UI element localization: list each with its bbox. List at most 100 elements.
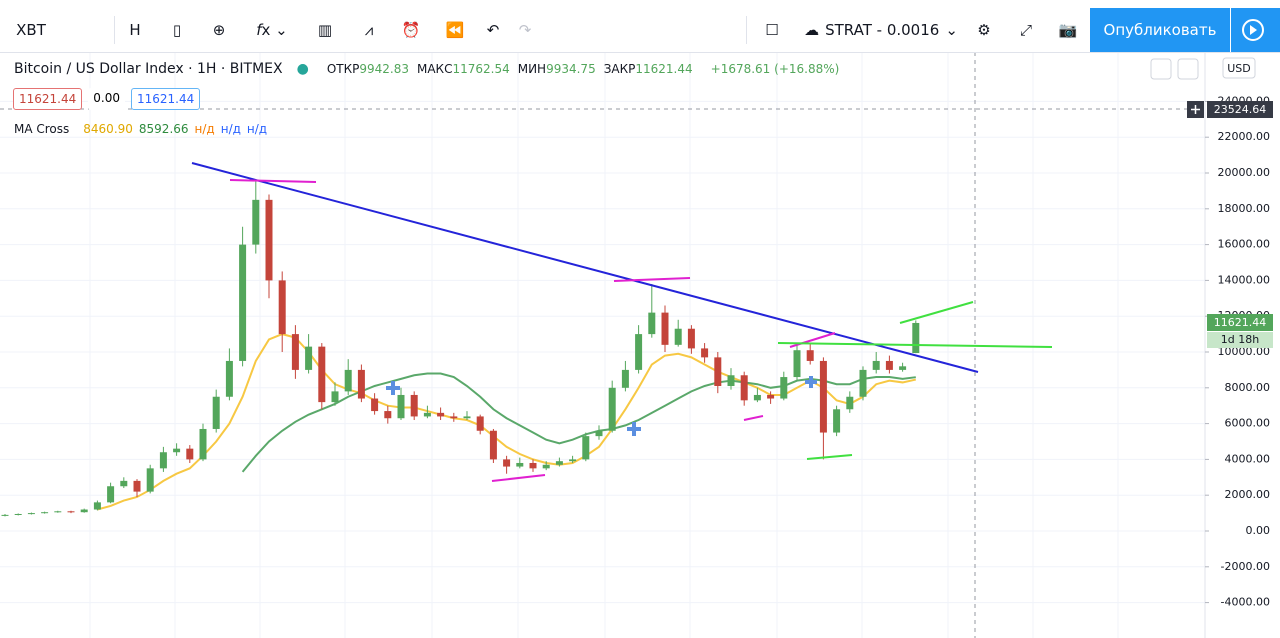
candle-body — [41, 512, 49, 514]
candle-body — [595, 430, 603, 437]
currency-badge[interactable] — [1222, 57, 1256, 79]
candle-body — [767, 394, 775, 399]
candle-body — [1, 514, 9, 516]
redo-button[interactable]: ↷ — [518, 21, 532, 39]
candle-body — [450, 416, 458, 419]
candle-body — [516, 462, 524, 467]
candle-body — [305, 346, 313, 370]
alert-button[interactable]: ⏰ — [401, 21, 421, 39]
y-tick-label: -4000.00 — [1221, 596, 1270, 609]
moving-average — [97, 333, 917, 511]
crosshair-price: 23524.64 — [1214, 103, 1267, 116]
y-tick-label: 22000.00 — [1218, 130, 1271, 143]
vertical-grid — [89, 52, 1119, 638]
publish-button[interactable]: Опубликовать — [1090, 8, 1230, 52]
compare-button[interactable]: ⊕ — [212, 21, 226, 39]
indicator-value: н/д — [194, 122, 215, 136]
candle-body — [463, 416, 471, 419]
strategy-selector[interactable]: ☁ STRAT - 0.0016 ⌄ — [804, 21, 958, 39]
indicator-legend: MA Cross 8460.90 8592.66 н/д н/д н/д — [14, 122, 267, 136]
symbol-title: Bitcoin / US Dollar Index · 1H · BITMEX — [14, 61, 283, 77]
ohlc: ОТКР9942.83 МАКС11762.54 МИН9934.75 ЗАКР116… — [327, 62, 701, 76]
candle-body — [806, 350, 814, 361]
y-tick-label: 14000.00 — [1218, 273, 1271, 286]
countdown: 1d 18h — [1221, 333, 1259, 346]
candle-body — [397, 394, 405, 419]
indicator-name: MA Cross — [14, 122, 70, 136]
collapse-button[interactable] — [1150, 58, 1172, 80]
candle-body — [714, 357, 722, 387]
ohlc-value: 11762.54 — [452, 62, 510, 76]
ohlc-label: МИН — [517, 62, 547, 76]
ask: 11621.44 — [130, 88, 201, 110]
candle-body — [899, 366, 907, 370]
candle-body — [859, 369, 867, 397]
drawings[interactable] — [191, 162, 1053, 482]
ohlc-label: ОТКР — [326, 62, 360, 76]
last-price: 11621.44 — [1214, 316, 1267, 329]
candle-body — [344, 369, 352, 392]
layout-button[interactable]: ▥ — [317, 21, 333, 39]
candle-body — [120, 480, 128, 487]
candle-body — [727, 375, 735, 387]
fullscreen-box[interactable]: ☐ — [765, 21, 779, 39]
change: +1678.61 (+16.88%) — [710, 62, 840, 76]
y-tick-label: 6000.00 — [1225, 417, 1271, 430]
candle-body — [371, 398, 379, 412]
strategy: STRAT - 0.0016 — [825, 21, 940, 39]
candle-body — [80, 509, 88, 513]
candle-body — [357, 369, 365, 399]
y-tick-label: 8000.00 — [1225, 381, 1271, 394]
candle-body — [819, 360, 827, 433]
candle-body — [582, 436, 590, 460]
candle-body — [872, 360, 880, 370]
chart-type-button[interactable]: ▯ — [172, 21, 182, 39]
y-tick-label: 2000.00 — [1225, 488, 1271, 501]
candle-body — [225, 360, 233, 397]
settings-button[interactable]: ⚙ — [977, 21, 991, 39]
candle-body — [674, 328, 682, 345]
candle-body — [608, 387, 616, 431]
candle-body — [384, 411, 392, 419]
template-button[interactable]: ⩘ — [364, 21, 374, 39]
candle-body — [107, 486, 115, 503]
ohlc-value: 9942.83 — [359, 62, 409, 76]
replay-button[interactable]: ⏪ — [445, 21, 465, 39]
countdown-tag — [1207, 332, 1273, 348]
candle-body — [67, 511, 75, 513]
undo-button[interactable]: ↶ — [486, 21, 500, 39]
indicator-value: 8592.66 — [138, 122, 189, 136]
reset-button[interactable] — [1177, 58, 1199, 80]
candle-body — [265, 199, 273, 281]
snapshot-button[interactable]: 📷 — [1058, 21, 1078, 39]
play-button[interactable] — [1231, 8, 1280, 52]
spread: 0.00 — [88, 88, 125, 110]
candle-body — [437, 412, 445, 417]
expand-button[interactable]: ⤢ — [1019, 21, 1032, 39]
ohlc-label: МАКС — [416, 62, 453, 76]
candle-body — [239, 244, 247, 361]
candle-body — [14, 513, 22, 515]
candle-body — [331, 391, 339, 403]
candle-body — [489, 430, 497, 460]
interval[interactable]: H — [129, 21, 141, 39]
crosshair-tag — [1207, 101, 1273, 118]
symbol[interactable]: XBT — [16, 21, 46, 39]
indicator-value: н/д — [246, 122, 268, 136]
candle-body — [146, 468, 154, 492]
indicator-value: 8460.90 — [83, 122, 133, 136]
y-tick-label: 0.00 — [1246, 524, 1271, 537]
indicator-value: н/д — [220, 122, 241, 136]
y-tick-label: -2000.00 — [1221, 560, 1270, 573]
candle-body — [27, 513, 35, 515]
last-price-tag — [1207, 314, 1273, 331]
currency: USD — [1227, 62, 1251, 75]
candle-body — [199, 428, 207, 460]
candle-body — [833, 409, 841, 433]
candle-body — [780, 377, 788, 399]
candle-body — [54, 511, 62, 513]
candle-body — [186, 448, 194, 460]
